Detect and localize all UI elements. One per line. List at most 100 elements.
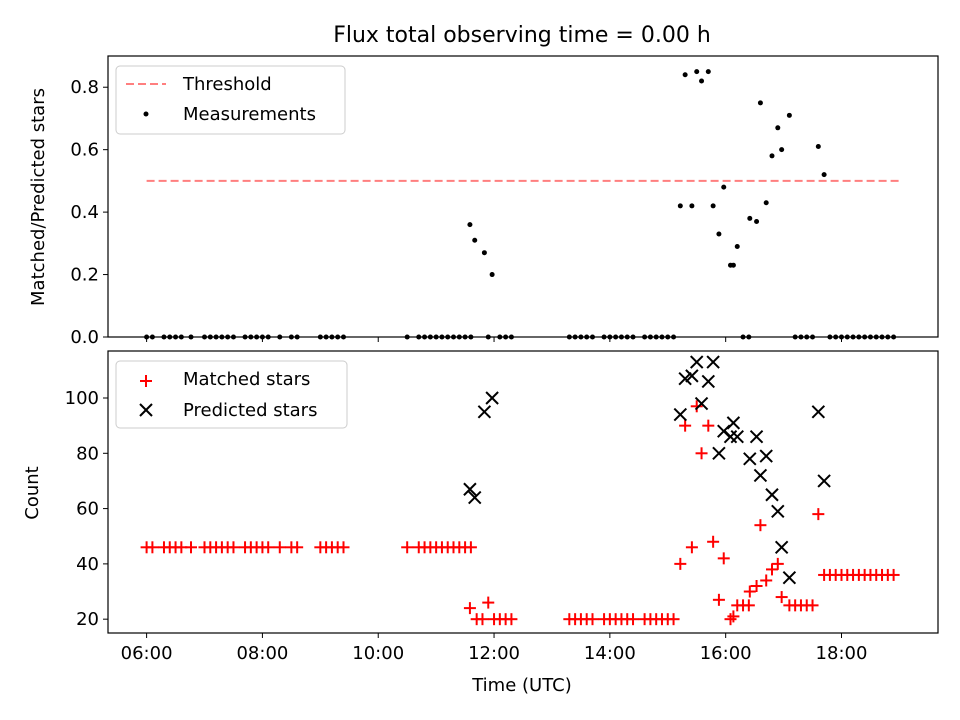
- matched-star-point: [717, 552, 730, 565]
- top-ticks: 0.0 0.2 0.4 0.6 0.8: [70, 77, 842, 348]
- matched-star-point: [760, 574, 773, 587]
- measurement-point: [265, 334, 271, 340]
- measurement-point: [792, 334, 798, 340]
- top-ylabel: Matched/Predicted stars: [28, 88, 49, 306]
- measurement-point: [671, 334, 677, 340]
- predicted-star-point: [782, 570, 797, 585]
- measurement-point: [468, 334, 474, 340]
- predicted-star-point: [706, 355, 720, 369]
- measurement-point: [827, 334, 833, 340]
- measurement-point: [242, 334, 248, 340]
- measurement-point: [254, 334, 260, 340]
- matched-star-point: [806, 599, 819, 612]
- x-tick-label: 12:00: [468, 643, 520, 664]
- y-tick-label: 0.8: [70, 77, 99, 98]
- predicted-star-stroke: [690, 355, 704, 369]
- measurement-point: [584, 334, 590, 340]
- predicted-star-stroke: [485, 391, 499, 405]
- measurement-point: [601, 334, 607, 340]
- predicted-star-point: [811, 405, 826, 419]
- measurement-point: [699, 78, 705, 84]
- predicted-star-stroke: [477, 405, 492, 419]
- matched-star-point: [291, 541, 304, 554]
- measurement-point: [769, 153, 775, 159]
- measurement-point: [173, 334, 179, 340]
- x-tick-label: 06:00: [121, 643, 173, 664]
- measurement-point: [873, 334, 879, 340]
- measurement-point: [821, 172, 827, 178]
- measurement-point: [775, 125, 781, 131]
- measurement-point: [439, 334, 445, 340]
- measurement-point: [445, 334, 451, 340]
- measurement-point: [589, 334, 595, 340]
- measurement-point: [740, 334, 746, 340]
- x-tick-label: 16:00: [700, 643, 752, 664]
- top-legend-box: [115, 65, 346, 135]
- y-tick-label: 60: [76, 499, 99, 520]
- matched-star-point: [586, 613, 599, 626]
- predicted-star-stroke: [743, 452, 757, 466]
- matched-star-point: [482, 596, 495, 609]
- predicted-star-point: [730, 429, 744, 444]
- measurement-point: [335, 334, 341, 340]
- measurement-point: [786, 112, 792, 118]
- predicted-star-stroke: [712, 446, 726, 461]
- measurement-point: [288, 334, 294, 340]
- matched-star-point: [775, 591, 788, 604]
- matched-star-point: [667, 613, 680, 626]
- predicted-star-stroke: [771, 504, 785, 519]
- measurement-point: [810, 334, 816, 340]
- measurement-point: [833, 334, 839, 340]
- measurement-point: [481, 250, 487, 256]
- measurement-point: [746, 334, 752, 340]
- measurement-point: [456, 334, 462, 340]
- predicted-star-stroke: [694, 396, 709, 411]
- matched-star-point: [674, 557, 687, 570]
- bottom-legend-box: [115, 360, 348, 429]
- measurement-point: [422, 334, 428, 340]
- matched-star-point: [337, 541, 350, 554]
- y-tick-label: 0.0: [70, 327, 99, 348]
- matched-star-point: [887, 568, 900, 581]
- predicted-star-point: [477, 405, 492, 419]
- x-tick-label: 08:00: [236, 643, 288, 664]
- measurement-point: [178, 334, 184, 340]
- predicted-star-point: [774, 540, 789, 555]
- x-tick-label: 18:00: [816, 643, 868, 664]
- matched-star-point: [627, 613, 640, 626]
- predicted-star-point: [759, 449, 773, 463]
- x-tick-label: 14:00: [584, 643, 636, 664]
- matched-star-point: [690, 400, 703, 413]
- top-panel: 0.00.20.40.60.8 Matched/Predicted stars …: [28, 55, 939, 348]
- matched-star-point: [476, 613, 489, 626]
- measurement-point: [144, 334, 150, 340]
- matched-star-point: [464, 541, 477, 554]
- measurement-point: [850, 334, 856, 340]
- predicted-star-stroke: [811, 405, 826, 419]
- measurement-point: [694, 69, 700, 75]
- measurement-point: [798, 334, 804, 340]
- measurement-point: [566, 334, 572, 340]
- predicted-star-stroke: [774, 540, 789, 555]
- bottom-legend: Matched stars Predicted stars: [115, 360, 348, 429]
- measurement-point: [754, 218, 760, 224]
- predicted-star-stroke: [759, 449, 773, 463]
- measurement-point: [259, 334, 265, 340]
- y-tick-label: 0.4: [70, 202, 99, 223]
- measurement-point: [503, 334, 509, 340]
- measurement-point: [879, 334, 885, 340]
- matched-star-point: [227, 541, 240, 554]
- legend-matched-swatch: [140, 375, 152, 387]
- bottom-xlabel: Time (UTC): [471, 675, 572, 696]
- predicted-star-stroke: [468, 490, 482, 505]
- measurement-point: [856, 334, 862, 340]
- measurement-point: [862, 334, 868, 340]
- measurement-point: [451, 334, 457, 340]
- predicted-star-stroke: [726, 416, 741, 430]
- y-tick-label: 0.2: [70, 265, 99, 286]
- matched-star-point: [766, 563, 778, 576]
- measurement-point: [659, 334, 665, 340]
- predicted-star-point: [726, 416, 741, 430]
- measurement-point: [607, 334, 613, 340]
